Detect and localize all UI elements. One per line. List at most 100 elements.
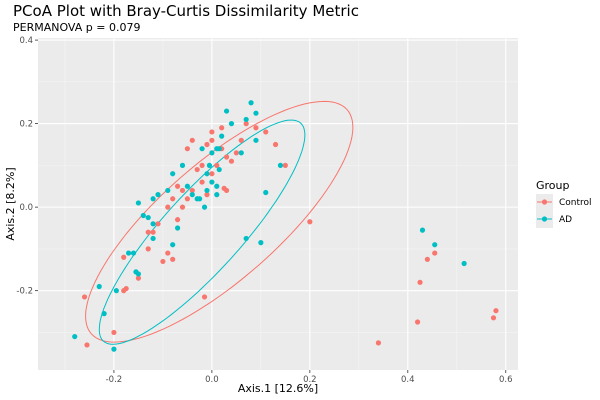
point-control [238, 137, 244, 143]
points-layer [72, 100, 499, 352]
point-ad [197, 196, 203, 202]
point-ad [179, 162, 186, 168]
legend-label-ad: AD [559, 215, 572, 225]
point-ad [135, 200, 142, 206]
point-ad [126, 250, 132, 256]
point-control [263, 129, 269, 135]
point-control [282, 162, 288, 168]
point-control [174, 183, 181, 189]
point-ad [72, 333, 78, 340]
point-control [165, 204, 171, 210]
point-control [123, 285, 129, 292]
point-control [223, 154, 230, 160]
point-control [490, 315, 497, 321]
point-ad [216, 146, 222, 152]
point-control [179, 187, 186, 194]
point-ad [201, 204, 208, 210]
point-ad [170, 242, 176, 248]
point-control [165, 250, 171, 256]
point-control [243, 121, 249, 127]
point-control [233, 150, 239, 156]
x-tick-label: 0.6 [499, 375, 513, 385]
point-ad [248, 100, 254, 106]
point-ad [277, 162, 284, 168]
point-ad [209, 150, 215, 156]
point-ad [419, 227, 426, 233]
ellipses-layer [85, 100, 354, 345]
point-ad [216, 166, 222, 173]
point-control [81, 294, 88, 300]
point-control [150, 229, 156, 235]
legend-title: Group [536, 179, 570, 192]
chart-subtitle: PERMANOVA p = 0.079 [13, 21, 141, 34]
legend-label-control: Control [559, 198, 592, 208]
point-ad [155, 192, 161, 198]
point-ad [145, 214, 151, 221]
point-ad [199, 146, 205, 152]
point-control [174, 217, 181, 223]
point-control [135, 275, 142, 281]
point-control [189, 187, 195, 194]
axis-ticks: -0.2 0.0 0.2 0.4 0.6 -0.2 0.0 0.2 0.4 [16, 36, 512, 385]
point-ad [432, 242, 438, 248]
point-ad [101, 311, 107, 317]
point-control [170, 256, 176, 262]
chart-title: PCoA Plot with Bray-Curtis Dissimilarity… [13, 2, 359, 20]
x-axis-label: Axis.1 [12.6%] [238, 382, 318, 395]
point-ad [253, 137, 259, 143]
point-ad [113, 288, 119, 294]
point-ad [206, 162, 213, 168]
legend: Group Control AD [536, 179, 592, 228]
grid-minor [38, 38, 518, 370]
point-control [199, 179, 205, 185]
point-control [189, 137, 195, 143]
point-control [201, 294, 208, 300]
point-control [228, 158, 235, 164]
point-control [209, 137, 215, 143]
point-ad [150, 196, 156, 202]
point-control [121, 254, 127, 260]
point-control [209, 129, 215, 135]
point-ad [150, 221, 156, 227]
y-tick-label: -0.2 [16, 287, 33, 297]
point-ad [238, 150, 244, 156]
point-control [160, 258, 166, 265]
point-control [184, 196, 190, 202]
x-tick-label: 0.4 [401, 375, 415, 385]
point-ad [96, 283, 102, 290]
point-ad [228, 121, 235, 127]
point-control [221, 185, 227, 191]
point-control [204, 141, 210, 148]
point-control [307, 219, 313, 225]
point-control [432, 250, 438, 256]
point-ad [461, 260, 467, 267]
legend-marker-ad [541, 216, 548, 222]
point-ad [130, 250, 137, 256]
y-tick-label: 0.2 [19, 120, 33, 130]
point-ad [204, 171, 210, 177]
point-control [145, 246, 151, 252]
point-control [272, 141, 279, 148]
point-ad [214, 192, 220, 198]
x-tick-label: -0.2 [106, 375, 123, 385]
point-control [184, 146, 190, 152]
point-control [204, 192, 210, 198]
legend-marker-control [541, 199, 548, 205]
point-ad [219, 133, 225, 139]
y-tick-label: 0.4 [19, 36, 33, 46]
point-ad [214, 183, 220, 189]
point-control [111, 329, 117, 336]
point-control [214, 162, 220, 168]
point-control [179, 204, 186, 210]
ellipse-control [85, 100, 354, 343]
point-control [417, 279, 423, 285]
point-ad [189, 192, 195, 198]
point-ad [243, 235, 249, 242]
ellipse-ad [98, 119, 306, 345]
point-control [414, 319, 421, 325]
x-tick-label: 0.0 [205, 375, 219, 385]
y-axis-label: Axis.2 [8.2%] [4, 167, 17, 240]
point-control [170, 196, 176, 202]
point-ad [165, 187, 171, 194]
